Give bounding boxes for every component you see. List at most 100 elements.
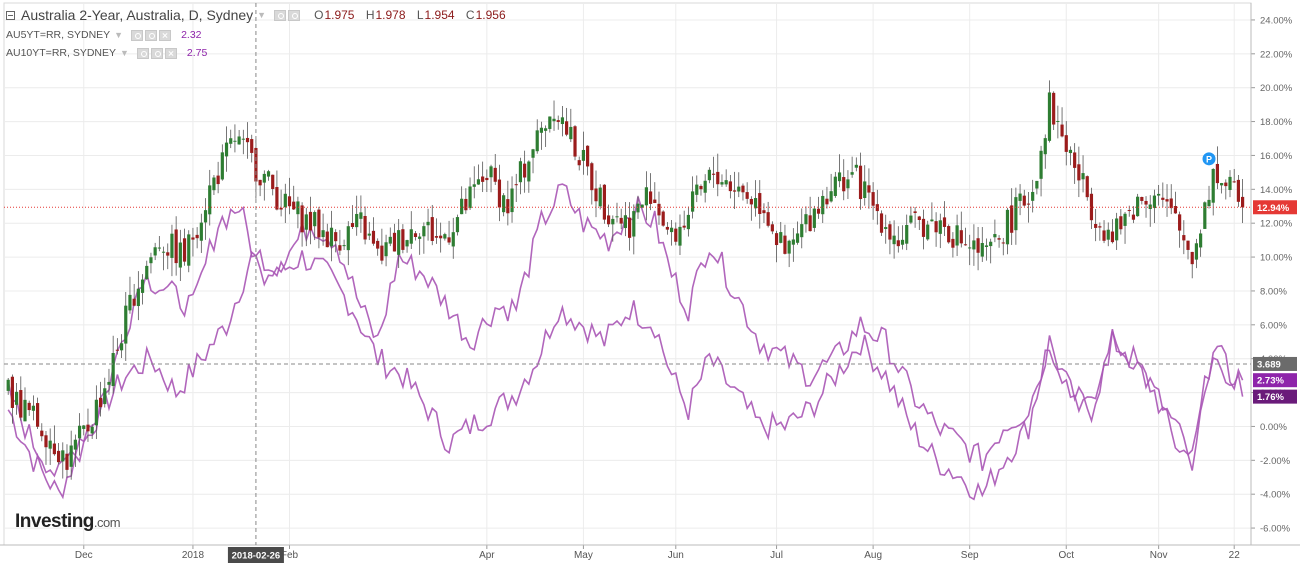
candle-body bbox=[695, 184, 699, 195]
candle-body bbox=[951, 238, 955, 248]
low-key: L bbox=[416, 8, 424, 22]
main-series-settings-icon[interactable] bbox=[288, 9, 301, 21]
candle bbox=[1165, 184, 1169, 217]
candle bbox=[1215, 146, 1220, 190]
candle bbox=[149, 252, 153, 274]
candle-body bbox=[1060, 124, 1064, 137]
candle bbox=[930, 202, 934, 222]
candle-body bbox=[1178, 214, 1182, 231]
candle bbox=[178, 229, 182, 282]
candle-body bbox=[821, 195, 825, 215]
candle bbox=[418, 233, 422, 255]
study-dropdown-icon-au10y[interactable]: ▼ bbox=[120, 48, 129, 58]
study-settings-icon-au5y[interactable] bbox=[145, 29, 158, 41]
candle-body bbox=[52, 443, 56, 455]
candle bbox=[153, 242, 157, 261]
candle-body bbox=[174, 229, 178, 264]
candle-body bbox=[804, 214, 808, 225]
candle bbox=[1001, 237, 1005, 256]
study-value-au5y: 2.32 bbox=[181, 29, 202, 41]
candle bbox=[602, 184, 607, 224]
candle bbox=[1102, 220, 1106, 244]
candle bbox=[984, 238, 989, 261]
candle bbox=[182, 228, 187, 266]
candle bbox=[934, 212, 938, 247]
candle-body bbox=[808, 215, 812, 232]
candle-body bbox=[1228, 176, 1232, 190]
candle bbox=[968, 234, 972, 266]
candle-body bbox=[699, 185, 703, 190]
candle bbox=[1123, 211, 1127, 244]
candle bbox=[527, 160, 531, 193]
candle bbox=[905, 214, 909, 251]
candle bbox=[98, 381, 103, 417]
candle-body bbox=[464, 198, 468, 211]
candle bbox=[6, 377, 10, 395]
candle-body bbox=[443, 234, 447, 239]
candle-body bbox=[334, 232, 338, 242]
candle bbox=[917, 215, 921, 231]
candle-body bbox=[728, 181, 732, 192]
study-visibility-icon-au5y[interactable] bbox=[131, 29, 144, 41]
candle bbox=[476, 164, 481, 185]
candle-body bbox=[409, 229, 413, 244]
candle-body bbox=[103, 388, 107, 405]
candle-body bbox=[1094, 223, 1098, 228]
main-series-legend: Australia 2-Year, Australia, D, Sydney ▼… bbox=[6, 4, 514, 26]
candle bbox=[145, 260, 149, 280]
candle bbox=[644, 171, 648, 221]
candle bbox=[199, 213, 203, 253]
candle-body bbox=[774, 233, 779, 246]
candle bbox=[829, 173, 833, 203]
candle bbox=[1077, 146, 1081, 198]
candle-body bbox=[485, 177, 489, 181]
study-remove-icon-au10y[interactable] bbox=[164, 47, 177, 59]
candle-body bbox=[1089, 193, 1094, 221]
candle-body bbox=[703, 180, 707, 193]
study-settings-icon-au10y[interactable] bbox=[150, 47, 163, 59]
candle bbox=[82, 424, 86, 436]
candle bbox=[405, 239, 409, 253]
candle-body bbox=[896, 240, 900, 247]
candle bbox=[892, 220, 896, 259]
candle bbox=[271, 174, 275, 196]
candle bbox=[821, 190, 825, 224]
candle bbox=[308, 196, 313, 245]
candle-body bbox=[1031, 191, 1035, 201]
candle bbox=[581, 131, 586, 175]
candle-body bbox=[640, 204, 644, 208]
candle-body bbox=[1022, 195, 1026, 206]
main-series-dropdown-icon[interactable]: ▼ bbox=[257, 10, 267, 20]
au10y-value-badge-bg bbox=[1253, 389, 1297, 404]
candle-body bbox=[816, 208, 821, 214]
candle-body bbox=[947, 226, 951, 243]
main-series-visibility-icon[interactable] bbox=[274, 9, 287, 21]
candle-body bbox=[1236, 179, 1240, 202]
candle-body bbox=[858, 165, 863, 200]
candle bbox=[115, 338, 119, 355]
candle-body bbox=[208, 185, 212, 215]
study-remove-icon-au5y[interactable] bbox=[159, 29, 172, 41]
collapse-legend-icon[interactable] bbox=[6, 10, 15, 20]
candle bbox=[296, 196, 300, 229]
candle-body bbox=[329, 227, 334, 247]
candle-body bbox=[758, 193, 762, 214]
candle-body bbox=[250, 139, 254, 153]
candle bbox=[695, 175, 699, 203]
candle bbox=[1026, 191, 1031, 223]
candle bbox=[191, 227, 195, 257]
study-visibility-icon-au10y[interactable] bbox=[136, 47, 149, 59]
study-dropdown-icon-au5y[interactable]: ▼ bbox=[114, 30, 124, 40]
candle bbox=[460, 186, 464, 215]
candle-body bbox=[107, 381, 111, 385]
candle-body bbox=[724, 180, 728, 185]
candle bbox=[15, 383, 19, 415]
candle-body bbox=[413, 233, 418, 238]
candle bbox=[321, 213, 325, 246]
x-tick-label: Sep bbox=[961, 550, 979, 561]
candle bbox=[1236, 174, 1240, 207]
candle-body bbox=[35, 403, 40, 427]
candle-body bbox=[77, 425, 82, 439]
